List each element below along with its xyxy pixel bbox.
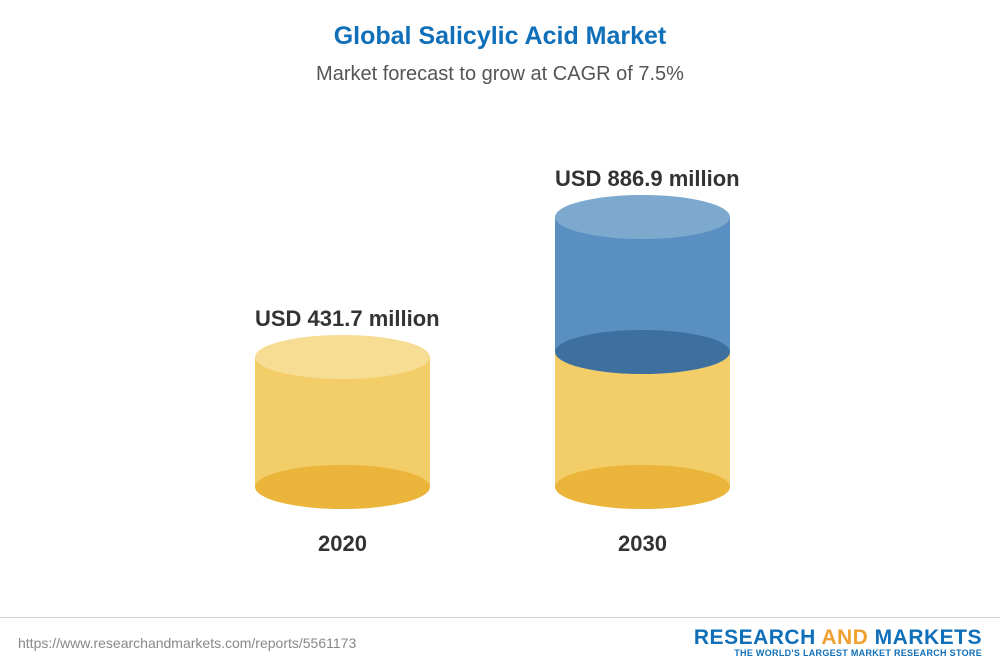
year-label: 2030: [555, 531, 730, 557]
logo-word3: MARKETS: [875, 626, 982, 649]
value-label: USD 431.7 million: [255, 306, 430, 332]
logo-main: RESEARCH AND MARKETS: [694, 626, 982, 649]
logo-tagline: THE WORLD'S LARGEST MARKET RESEARCH STOR…: [694, 649, 982, 659]
cylinder-icon: [555, 217, 730, 487]
logo: RESEARCH AND MARKETS THE WORLD'S LARGEST…: [694, 626, 982, 659]
cylinder-icon: [255, 357, 430, 487]
logo-word2: AND: [821, 626, 868, 649]
subtitle: Market forecast to grow at CAGR of 7.5%: [0, 51, 1000, 86]
value-label: USD 886.9 million: [555, 166, 730, 192]
bar-2030: USD 886.9 million 2030: [555, 166, 730, 557]
footer: https://www.researchandmarkets.com/repor…: [0, 617, 1000, 667]
year-label: 2020: [255, 531, 430, 557]
source-url: https://www.researchandmarkets.com/repor…: [18, 635, 356, 651]
logo-word1: RESEARCH: [694, 626, 816, 649]
bar-2020: USD 431.7 million 2020: [255, 306, 430, 557]
page-title: Global Salicylic Acid Market: [0, 0, 1000, 51]
cylinder-chart: USD 431.7 million 2020 USD 886.9 million 20…: [0, 96, 1000, 556]
